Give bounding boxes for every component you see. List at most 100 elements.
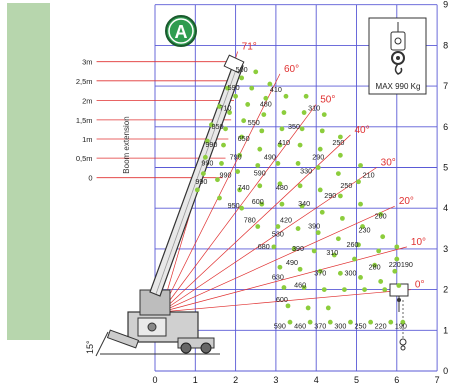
angle-ray-7: [161, 289, 411, 313]
capacity-point: [305, 305, 311, 311]
capacity-point: [239, 75, 245, 81]
angle-label: 10°: [411, 237, 426, 248]
capacity-point: [372, 262, 378, 268]
capacity-label: 780: [244, 215, 256, 224]
capacity-label: 850: [211, 122, 223, 131]
capacity-point: [378, 279, 384, 284]
y-tick-label: 4: [443, 203, 448, 213]
extension-label-4: 1m: [82, 135, 92, 144]
capacity-point: [194, 187, 200, 193]
angle-ray-1: [160, 73, 281, 313]
capacity-label: 420: [280, 215, 292, 224]
capacity-point: [400, 319, 406, 325]
angle-label: 50°: [320, 94, 335, 105]
capacity-point: [297, 266, 303, 272]
capacity-point: [315, 230, 321, 236]
capacity-point: [225, 85, 230, 91]
capacity-label: 250: [355, 321, 367, 330]
capacity-point: [283, 93, 289, 99]
capacity-point: [235, 169, 241, 174]
capacity-point: [394, 256, 400, 262]
y-tick-label: 7: [443, 81, 448, 91]
capacity-point: [295, 161, 301, 166]
extension-label-1: 2,5m: [76, 77, 93, 86]
capacity-label: 230: [359, 226, 371, 235]
capacity-label: 710: [220, 104, 232, 113]
y-tick-label: 2: [443, 285, 448, 295]
capacity-point: [297, 183, 303, 189]
capacity-label: 600: [252, 197, 264, 206]
capacity-point: [255, 224, 261, 229]
hook-block-icon: [390, 22, 406, 75]
capacity-point: [233, 93, 239, 99]
capacity-point: [360, 224, 365, 229]
angle-label: 71°: [242, 41, 257, 52]
capacity-point: [299, 126, 305, 132]
capacity-point: [392, 268, 398, 274]
capacity-label: 500: [236, 65, 248, 74]
x-tick-label: 7: [435, 375, 440, 385]
capacity-point: [301, 285, 307, 290]
capacity-point: [331, 252, 337, 258]
extension-label-3: 1,5m: [76, 116, 93, 125]
capacity-point: [352, 256, 357, 262]
capacity-label: 530: [272, 230, 284, 239]
capacity-point: [325, 305, 331, 311]
boom-extension-label: Boom extension: [122, 116, 131, 173]
capacity-label: 460: [294, 321, 306, 330]
crane-base: [100, 289, 220, 355]
capacity-point: [202, 154, 208, 160]
capacity-label: 550: [248, 118, 260, 127]
extension-label-2: 2m: [82, 96, 92, 105]
capacity-point: [275, 161, 281, 166]
capacity-point: [291, 246, 297, 252]
hook-icon: [389, 283, 409, 312]
capacity-label: 590: [274, 321, 286, 330]
capacity-point: [215, 177, 220, 183]
max-capacity-text: MAX 990 Kg: [376, 82, 421, 91]
capacity-label: 310: [326, 248, 338, 257]
capacity-point: [362, 287, 367, 292]
capacity-point: [378, 211, 384, 217]
capacity-point: [277, 142, 283, 148]
capacity-label: 290: [324, 191, 336, 200]
capacity-point: [388, 319, 394, 325]
capacity-label: 650: [238, 134, 250, 143]
capacity-point: [241, 118, 247, 124]
capacity-label: 790: [230, 152, 242, 161]
badge-a: A: [165, 15, 197, 47]
capacity-label: 250: [332, 138, 344, 147]
max-capacity-box: MAX 990 Kg: [368, 17, 427, 95]
capacity-label: 330: [300, 167, 312, 176]
capacity-label: 300: [344, 268, 356, 277]
capacity-label: 290: [312, 152, 324, 161]
capacity-point: [217, 195, 222, 201]
capacity-point: [382, 287, 388, 292]
badge-label: A: [175, 22, 188, 42]
y-tick-label: 9: [443, 0, 448, 10]
tilt-label: 15°: [85, 340, 95, 354]
capacity-point: [321, 112, 327, 117]
capacity-label: 300: [334, 321, 346, 330]
x-tick-label: 2: [233, 375, 238, 385]
capacity-point: [223, 126, 228, 132]
capacity-point: [271, 244, 277, 250]
capacity-label: 190: [401, 260, 413, 269]
angle-label: 0°: [415, 280, 425, 291]
capacity-label: 590: [228, 83, 240, 92]
capacity-label: 630: [272, 272, 284, 281]
capacity-point: [348, 319, 353, 325]
capacity-label: 740: [238, 183, 250, 192]
capacity-label: 260: [346, 240, 358, 249]
capacity-point: [281, 285, 287, 290]
capacity-label: 990: [205, 140, 217, 149]
capacity-point: [277, 181, 283, 187]
capacity-point: [200, 171, 206, 177]
x-tick-label: 5: [354, 375, 359, 385]
capacity-point: [279, 126, 285, 132]
capacity-point: [301, 110, 307, 115]
capacity-label: 480: [260, 99, 272, 108]
capacity-point: [337, 134, 343, 140]
capacity-point: [356, 179, 361, 185]
